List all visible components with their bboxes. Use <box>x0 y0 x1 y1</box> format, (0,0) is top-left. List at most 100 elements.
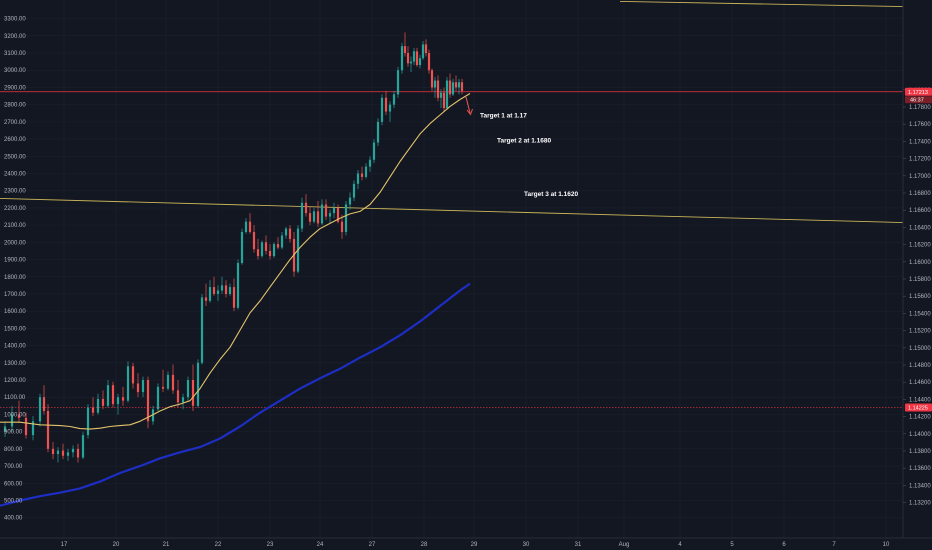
candle-body <box>126 366 130 401</box>
candle-body <box>376 121 380 143</box>
candle-body <box>448 80 452 95</box>
left-axis-tick-label: 3200.00 <box>4 34 26 40</box>
candle-body <box>260 242 264 257</box>
left-axis-tick-label: 800.00 <box>4 447 23 453</box>
candle-body <box>308 213 312 222</box>
left-axis-tick-label: 1400.00 <box>4 344 26 350</box>
candle-body <box>288 228 292 239</box>
time-axis[interactable]: 17 20 21 22 23 24 27 28 29 30 31 Aug 4 5 6 7 10 <box>0 537 932 550</box>
right-axis-tick-label: 1.15600 <box>909 294 931 300</box>
lower-level-badge-text: 1.14225 <box>908 406 928 412</box>
candle-body <box>101 398 105 406</box>
left-axis-tick-label: 2000.00 <box>4 240 26 246</box>
candle-body <box>166 374 170 389</box>
candle-body <box>284 228 288 236</box>
candle-body <box>248 221 252 233</box>
left-axis-tick-label: 1700.00 <box>4 292 26 298</box>
candle-body <box>340 221 344 233</box>
right-axis-tick-label: 1.16800 <box>909 191 931 197</box>
candle-body <box>81 435 85 458</box>
candle-body <box>460 82 464 91</box>
right-axis-tick-label: 1.15400 <box>909 311 931 317</box>
annotations: Target 1 at 1.17 Target 2 at 1.1680 Target… <box>465 96 578 198</box>
time-axis-tick-label: 21 <box>163 542 170 548</box>
ema-fast-line <box>0 93 471 430</box>
countdown-badge-text: 46:37 <box>910 98 924 104</box>
right-axis-tick-label: 1.14200 <box>909 415 931 421</box>
candle-body <box>161 386 165 389</box>
countdown-badge <box>905 96 932 104</box>
candle-body <box>176 390 180 403</box>
candle-body <box>454 82 458 88</box>
right-price-axis[interactable]: 1.13200 1.13400 1.13600 1.13800 1.14000 1.142… <box>902 0 932 538</box>
candle-body <box>191 380 195 406</box>
left-axis-tick-label: 600.00 <box>4 481 23 487</box>
moving-averages <box>0 93 471 507</box>
time-axis-tick-label: 6 <box>782 542 786 548</box>
candle-body <box>91 407 95 413</box>
candle-body <box>352 183 356 198</box>
candle-body <box>244 221 248 233</box>
candle-body <box>256 249 260 257</box>
candle-body <box>415 51 419 66</box>
time-axis-tick-label: 10 <box>883 542 890 548</box>
price-levels <box>0 91 903 408</box>
candle-body <box>51 448 55 455</box>
candle-body <box>86 407 90 436</box>
candle-body <box>457 82 461 88</box>
candle-body <box>31 421 35 436</box>
candle-body <box>264 242 268 251</box>
right-axis-panel <box>903 0 932 538</box>
candle-body <box>316 211 320 224</box>
time-axis-tick-label: Aug <box>619 542 630 548</box>
candle-body <box>328 213 332 217</box>
left-axis-tick-label: 3100.00 <box>4 51 26 57</box>
candle-body <box>276 244 280 248</box>
candle-body <box>427 53 431 71</box>
candle-body <box>151 409 155 422</box>
right-axis-tick-label: 1.16200 <box>909 243 931 249</box>
time-axis-tick-label: 23 <box>267 542 274 548</box>
candle-body <box>280 235 284 248</box>
candle-body <box>186 380 190 398</box>
time-axis-tick-label: 4 <box>678 542 682 548</box>
candle-body <box>252 232 256 250</box>
left-axis-tick-label: 2100.00 <box>4 223 26 229</box>
target-label: Target 2 at 1.1680 <box>497 138 551 145</box>
right-axis-tick-label: 1.13600 <box>909 466 931 472</box>
right-axis-tick-label: 1.14800 <box>909 363 931 369</box>
right-axis-tick-label: 1.17000 <box>909 174 931 180</box>
candle-body <box>232 287 236 308</box>
candle-body <box>42 397 46 411</box>
right-axis-tick-label: 1.16000 <box>909 260 931 266</box>
candle-body <box>61 450 65 456</box>
time-axis-tick-label: 29 <box>471 542 478 548</box>
lower-level-badge <box>905 403 932 412</box>
time-axis-tick-label: 31 <box>575 542 582 548</box>
candle-body <box>392 94 396 105</box>
right-axis-tick-label: 1.17800 <box>909 105 931 111</box>
candle-body <box>220 285 224 291</box>
candle-body <box>240 232 244 263</box>
candle-body <box>224 285 228 294</box>
candle-body <box>344 204 348 233</box>
candle-body <box>116 397 120 405</box>
candle-body <box>332 207 336 214</box>
candle-body <box>380 97 384 122</box>
right-axis-tick-label: 1.16600 <box>909 208 931 214</box>
candle-body <box>418 58 422 66</box>
left-axis-tick-label: 700.00 <box>4 464 23 470</box>
candle-body <box>268 250 272 257</box>
candle-body <box>400 46 404 71</box>
left-axis-tick-label: 3000.00 <box>4 68 26 74</box>
right-axis-tick-label: 1.17200 <box>909 157 931 163</box>
candle-body <box>320 204 324 224</box>
candle-body <box>364 166 368 177</box>
left-axis-tick-label: 3300.00 <box>4 17 26 23</box>
candle-body <box>131 366 135 384</box>
candle-body <box>445 80 449 109</box>
time-axis-tick-label: 7 <box>832 542 836 548</box>
candle-body <box>200 297 204 363</box>
